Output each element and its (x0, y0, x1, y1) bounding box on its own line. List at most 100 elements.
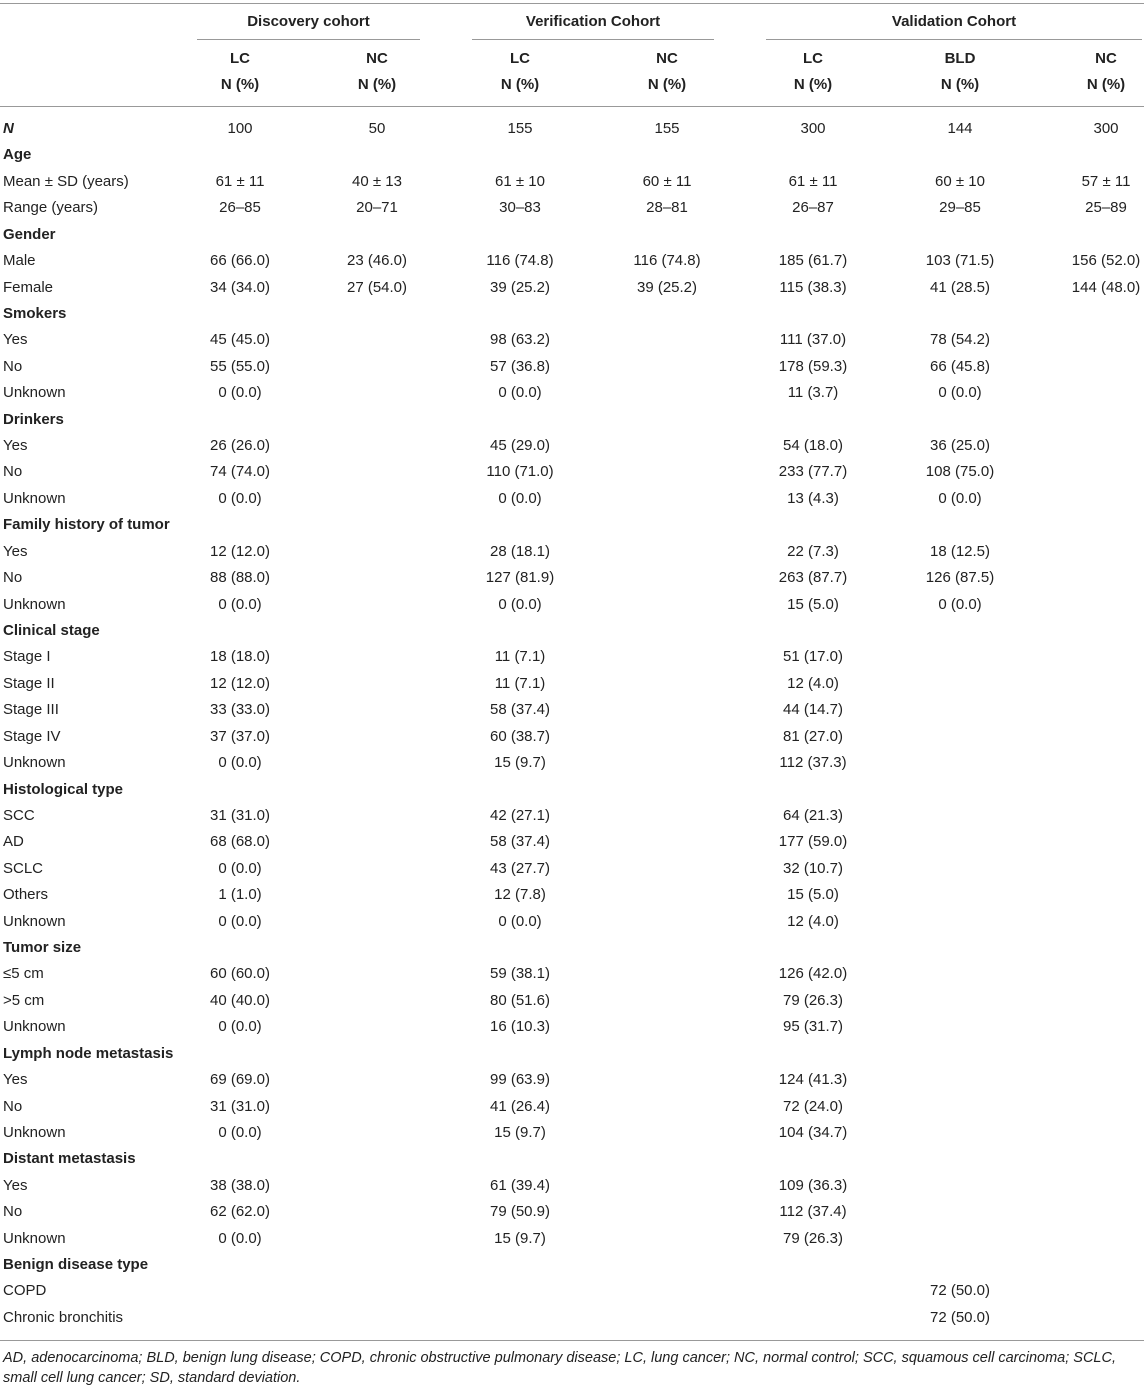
cell: 23 (46.0) (346, 252, 408, 270)
cell: 144 (48.0) (1071, 278, 1141, 296)
cell: 0 (0.0) (498, 595, 542, 613)
cell: 99 (63.9) (489, 1071, 551, 1089)
cell: 100 (227, 120, 253, 137)
section-label: Gender (3, 225, 56, 243)
cell: 57 (36.8) (489, 357, 551, 375)
cell: 124 (41.3) (778, 1071, 848, 1089)
cell: 263 (87.7) (778, 569, 848, 587)
cell: 43 (27.7) (489, 859, 551, 877)
cell: 11 (7.1) (494, 648, 546, 666)
cell: 108 (75.0) (925, 463, 995, 481)
cell: 61 ± 11 (788, 172, 838, 190)
cell: 155 (654, 120, 680, 137)
cell: 54 (18.0) (782, 437, 844, 455)
cell: 28 (18.1) (489, 542, 551, 560)
cell: 0 (0.0) (938, 595, 982, 613)
cell: 25–89 (1085, 199, 1127, 217)
column-label: LC (803, 50, 823, 67)
cell: 0 (0.0) (498, 489, 542, 507)
row-label: AD (3, 833, 24, 851)
cell: 72 (50.0) (929, 1282, 991, 1300)
cell: 112 (37.4) (779, 1203, 847, 1221)
column-label: NC (366, 50, 388, 67)
cell: 103 (71.5) (925, 252, 995, 270)
cell: 15 (5.0) (787, 595, 839, 613)
cell: 0 (0.0) (938, 384, 982, 402)
cell: 81 (27.0) (782, 727, 844, 745)
cell: 74 (74.0) (209, 463, 271, 481)
cell: 39 (25.2) (489, 278, 551, 296)
top-rule (0, 3, 1144, 4)
cell: 55 (55.0) (209, 357, 271, 375)
column-label: LC (510, 50, 530, 67)
cell: 58 (37.4) (489, 701, 551, 719)
section-label: Distant metastasis (3, 1150, 136, 1168)
cell: 155 (507, 120, 533, 137)
cell: 0 (0.0) (498, 912, 542, 930)
cell: 16 (10.3) (489, 1018, 551, 1036)
cell: 11 (3.7) (787, 384, 839, 402)
cell: 79 (26.3) (782, 1229, 844, 1247)
cell: 38 (38.0) (209, 1176, 271, 1194)
cell: 22 (7.3) (787, 542, 839, 560)
cell: 0 (0.0) (218, 1229, 262, 1247)
cell: 20–71 (356, 199, 398, 217)
row-label: Stage I (3, 648, 51, 666)
cell: 126 (42.0) (778, 965, 848, 983)
row-label: SCC (3, 806, 35, 824)
cell: 26–85 (219, 199, 261, 217)
cell: 98 (63.2) (489, 331, 551, 349)
row-label: COPD (3, 1282, 47, 1300)
bottom-rule (0, 1340, 1144, 1341)
cell: 66 (45.8) (929, 357, 991, 375)
cell: 233 (77.7) (778, 463, 848, 481)
column-label: NC (656, 50, 678, 67)
column-unit: N (%) (1086, 76, 1126, 93)
cell: 109 (36.3) (778, 1176, 848, 1194)
section-label: Age (3, 146, 32, 164)
cell: 110 (71.0) (486, 463, 554, 481)
cell: 60 ± 10 (935, 172, 985, 190)
row-label: Chronic bronchitis (3, 1308, 124, 1326)
cell: 26 (26.0) (209, 437, 271, 455)
cell: 116 (74.8) (486, 252, 554, 270)
cell: 50 (368, 120, 386, 137)
section-label: Histological type (3, 780, 124, 798)
cell: 32 (10.7) (782, 859, 844, 877)
column-unit: N (%) (357, 76, 397, 93)
column-unit: N (%) (220, 76, 260, 93)
row-label: Unknown (3, 595, 66, 613)
row-label: Unknown (3, 1123, 66, 1141)
cell: 62 (62.0) (209, 1203, 271, 1221)
cell: 51 (17.0) (782, 648, 844, 666)
cell: 36 (25.0) (929, 437, 991, 455)
group-underline (472, 39, 714, 40)
cell: 61 (39.4) (489, 1176, 551, 1194)
header-rule (0, 106, 1144, 107)
cell: 60 (60.0) (209, 965, 271, 983)
row-label: N (3, 120, 14, 137)
cell: 0 (0.0) (218, 384, 262, 402)
cell: 41 (28.5) (929, 278, 991, 296)
cell: 69 (69.0) (209, 1071, 271, 1089)
row-label: Mean ± SD (years) (3, 172, 129, 190)
cell: 127 (81.9) (485, 569, 555, 587)
section-label: Drinkers (3, 410, 64, 428)
row-label: Others (3, 886, 49, 904)
cell: 59 (38.1) (489, 965, 551, 983)
cell: 72 (50.0) (929, 1308, 991, 1326)
cell: 37 (37.0) (209, 727, 271, 745)
column-unit: N (%) (940, 76, 980, 93)
row-label: No (3, 357, 23, 375)
cell: 31 (31.0) (209, 806, 271, 824)
cell: 18 (12.5) (929, 542, 991, 560)
row-label: Unknown (3, 912, 66, 930)
cell: 0 (0.0) (218, 859, 262, 877)
section-label: Lymph node metastasis (3, 1044, 174, 1062)
column-unit: N (%) (793, 76, 833, 93)
row-label: Unknown (3, 1018, 66, 1036)
group-underline (197, 39, 420, 40)
cell: 45 (45.0) (209, 331, 271, 349)
cell: 177 (59.0) (778, 833, 848, 851)
row-label: Male (3, 252, 36, 270)
